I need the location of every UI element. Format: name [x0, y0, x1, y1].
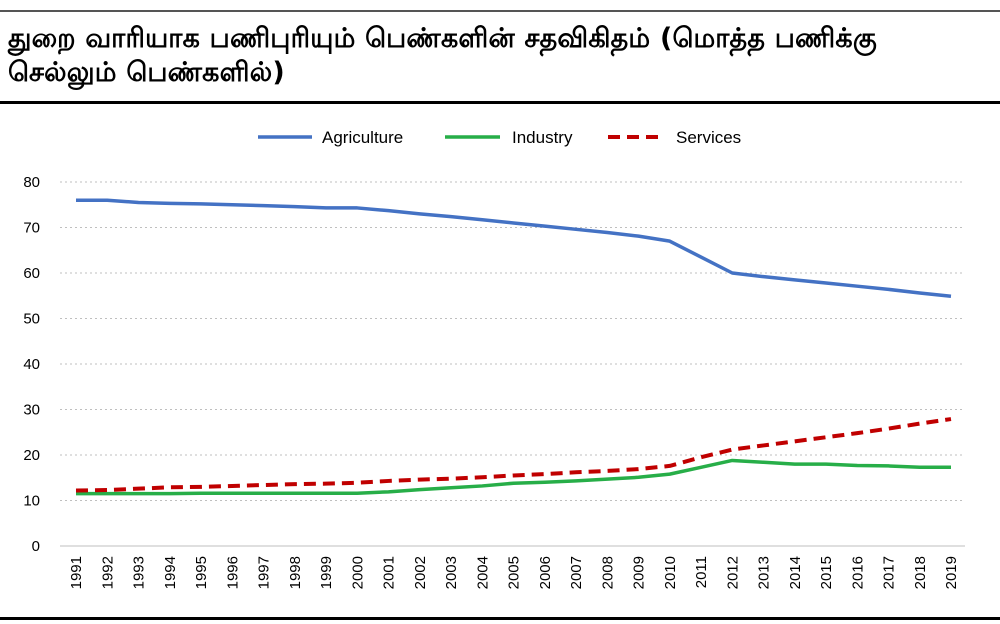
- series-line-agriculture: [76, 198, 952, 298]
- bottom-rule: [0, 617, 1000, 620]
- x-tick-label-2005: 2005: [506, 556, 523, 589]
- x-tick-label-2000: 2000: [349, 556, 366, 589]
- x-tick-label-1997: 1997: [256, 556, 273, 589]
- y-tick-label-10: 10: [23, 493, 40, 510]
- y-tick-label-70: 70: [23, 220, 40, 237]
- chart-title: துறை வாரியாக பணிபுரியும் பெண்களின் சதவிக…: [8, 23, 877, 88]
- x-tick-label-1996: 1996: [224, 556, 241, 589]
- x-tick-label-1998: 1998: [287, 556, 304, 589]
- legend-label-agriculture: Agriculture: [322, 128, 403, 147]
- x-tick-label-2007: 2007: [568, 556, 585, 589]
- x-tick-label-2010: 2010: [662, 556, 679, 589]
- x-tick-label-2003: 2003: [443, 556, 460, 589]
- y-tick-label-30: 30: [23, 402, 40, 419]
- legend-label-services: Services: [676, 128, 741, 147]
- x-tick-label-1999: 1999: [318, 556, 335, 589]
- x-tick-label-2019: 2019: [943, 556, 960, 589]
- x-tick-label-1994: 1994: [162, 556, 179, 589]
- y-tick-label-20: 20: [23, 447, 40, 464]
- x-tick-label-2001: 2001: [381, 556, 398, 589]
- x-tick-label-2013: 2013: [756, 556, 773, 589]
- x-tick-label-1991: 1991: [68, 556, 85, 589]
- x-tick-label-2015: 2015: [818, 556, 835, 589]
- x-tick-label-2017: 2017: [881, 556, 898, 589]
- y-tick-label-0: 0: [32, 538, 40, 555]
- y-tick-label-40: 40: [23, 356, 40, 373]
- x-tick-label-2002: 2002: [412, 556, 429, 589]
- x-tick-label-2009: 2009: [631, 556, 648, 589]
- x-tick-label-2011: 2011: [693, 556, 710, 588]
- x-tick-label-2006: 2006: [537, 556, 554, 589]
- legend-label-industry: Industry: [512, 128, 573, 147]
- x-tick-label-1993: 1993: [131, 556, 148, 589]
- series-line-industry: [76, 458, 951, 496]
- y-tick-label-50: 50: [23, 311, 40, 328]
- y-tick-label-60: 60: [23, 265, 40, 282]
- y-tick-label-80: 80: [23, 174, 40, 191]
- x-tick-label-2012: 2012: [724, 556, 741, 589]
- x-tick-label-2014: 2014: [787, 556, 804, 589]
- x-tick-label-2018: 2018: [912, 556, 929, 589]
- x-tick-label-2016: 2016: [849, 556, 866, 589]
- series-line-services: [75, 417, 952, 493]
- title-rule: [0, 101, 1000, 104]
- x-tick-label-1992: 1992: [99, 556, 116, 589]
- top-rule: [0, 10, 1000, 12]
- x-tick-label-1995: 1995: [193, 556, 210, 589]
- x-tick-label-2008: 2008: [599, 556, 616, 589]
- x-tick-label-2004: 2004: [474, 556, 491, 589]
